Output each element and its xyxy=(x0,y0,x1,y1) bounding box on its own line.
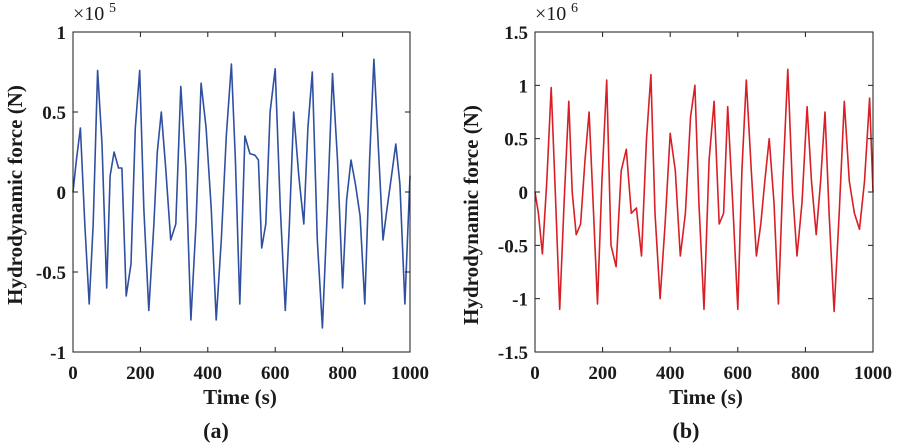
panel-b-ytick-label: -1.5 xyxy=(498,343,528,364)
panel-b-ytick-label: -0.5 xyxy=(498,236,528,257)
panel-a-xtick-label: 400 xyxy=(194,363,223,384)
panel-b-multiplier-exponent: 6 xyxy=(571,1,578,16)
panel-b-ylabel: Hydrodynamic force (N) xyxy=(459,105,483,325)
panel-b-ytick-label: 0 xyxy=(519,183,529,204)
panel-b-chart: Hydrodynamic force (N) ×10 6 Time (s) (b… xyxy=(459,1,892,443)
panel-b-xtick-label: 400 xyxy=(656,363,685,384)
panel-a-xlabel: Time (s) xyxy=(203,385,277,409)
panel-a-multiplier-base: ×10 xyxy=(73,3,104,25)
panel-a-axes-frame xyxy=(72,31,411,353)
panel-a-xtick-label: 0 xyxy=(68,363,78,384)
panel-b-series-line-0 xyxy=(534,68,874,313)
panel-a-xtick-label: 1000 xyxy=(391,363,429,384)
panel-b-xtick-label: 800 xyxy=(791,363,820,384)
panel-b-multiplier-base: ×10 xyxy=(535,3,566,25)
panel-a-ytick-label: 0.5 xyxy=(42,103,66,124)
panel-a-label: (a) xyxy=(203,418,229,443)
panel-b-label: (b) xyxy=(673,418,700,443)
panel-b-ytick-label: -1 xyxy=(512,290,528,311)
panel-a-multiplier-exponent: 5 xyxy=(109,1,116,16)
panel-a-chart: Hydrodynamic force (N) ×10 5 Time (s) (a… xyxy=(3,1,429,443)
panel-a-ytick-label: -0.5 xyxy=(36,263,66,284)
panel-b-ytick-label: 0.5 xyxy=(504,130,528,151)
panel-a-series-line-0 xyxy=(72,58,411,329)
panel-a-ytick-label: -1 xyxy=(50,343,66,364)
panel-b-xlabel: Time (s) xyxy=(669,385,743,409)
panel-b-ytick-label: 1.5 xyxy=(504,23,528,44)
panel-b-xtick-label: 600 xyxy=(724,363,753,384)
panel-b-ytick-label: 1 xyxy=(519,76,529,97)
panel-a-ytick-label: 0 xyxy=(57,183,67,204)
panel-a-xtick-label: 200 xyxy=(126,363,155,384)
panel-b-xtick-label: 200 xyxy=(588,363,617,384)
panel-a-ylabel: Hydrodynamic force (N) xyxy=(3,85,27,305)
panel-a-xtick-label: 600 xyxy=(261,363,290,384)
panel-b-xtick-label: 0 xyxy=(530,363,540,384)
panel-a-xtick-label: 800 xyxy=(328,363,357,384)
panel-a-ytick-label: 1 xyxy=(57,23,67,44)
panel-b-xtick-label: 1000 xyxy=(854,363,892,384)
